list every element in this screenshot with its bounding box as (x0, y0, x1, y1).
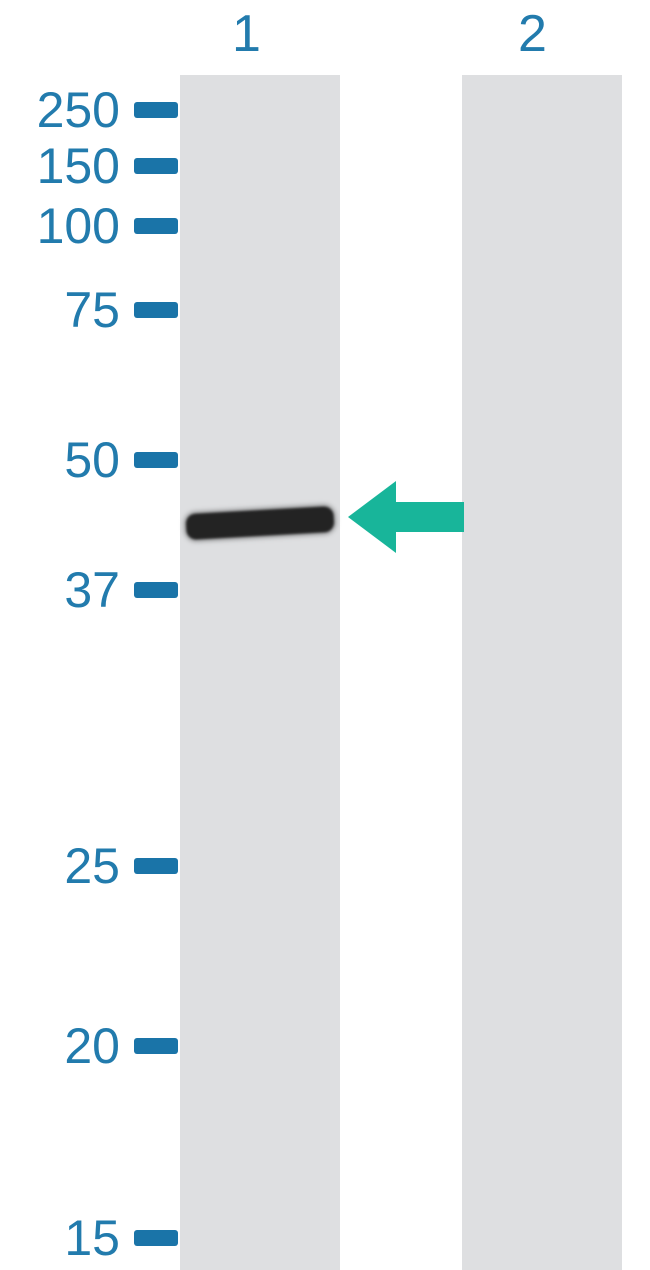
marker-row: 20 (0, 1021, 178, 1071)
marker-dash (134, 102, 178, 118)
marker-label: 15 (2, 1213, 120, 1263)
marker-row: 100 (0, 201, 178, 251)
marker-row: 150 (0, 141, 178, 191)
blot-canvas: 1 2 250 150 100 75 50 37 25 20 15 (0, 0, 650, 1270)
marker-label: 150 (2, 141, 120, 191)
marker-dash (134, 218, 178, 234)
lane-1 (180, 75, 340, 1270)
marker-row: 15 (0, 1213, 178, 1263)
marker-dash (134, 858, 178, 874)
marker-row: 50 (0, 435, 178, 485)
arrow-head-icon (348, 481, 396, 553)
arrow-stem (396, 502, 464, 532)
marker-label: 250 (2, 85, 120, 135)
lane-header-2: 2 (518, 4, 547, 64)
marker-row: 37 (0, 565, 178, 615)
marker-label: 25 (2, 841, 120, 891)
marker-label: 75 (2, 285, 120, 335)
marker-dash (134, 582, 178, 598)
marker-dash (134, 158, 178, 174)
marker-dash (134, 1038, 178, 1054)
marker-label: 100 (2, 201, 120, 251)
marker-label: 20 (2, 1021, 120, 1071)
marker-row: 250 (0, 85, 178, 135)
lane-header-1: 1 (232, 4, 261, 64)
marker-dash (134, 302, 178, 318)
marker-dash (134, 452, 178, 468)
marker-label: 37 (2, 565, 120, 615)
marker-row: 25 (0, 841, 178, 891)
marker-dash (134, 1230, 178, 1246)
marker-row: 75 (0, 285, 178, 335)
lane-2 (462, 75, 622, 1270)
marker-label: 50 (2, 435, 120, 485)
